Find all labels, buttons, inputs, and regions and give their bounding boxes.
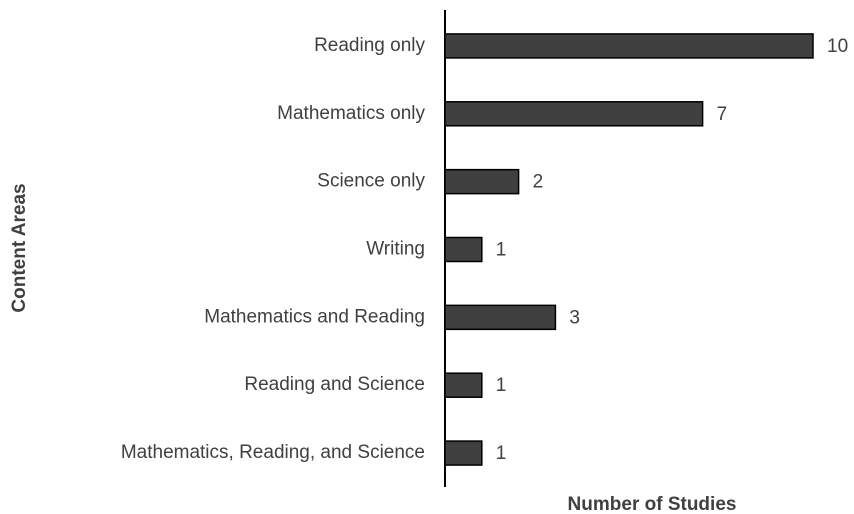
y-tick-label: Mathematics and Reading — [204, 306, 425, 327]
y-tick-label: Writing — [366, 239, 425, 260]
bar — [444, 168, 520, 195]
y-tick-label: Reading and Science — [244, 374, 425, 395]
y-axis-title: Content Areas — [9, 183, 30, 312]
data-label: 1 — [496, 375, 507, 396]
x-axis-title: Number of Studies — [568, 494, 737, 514]
y-tick-label: Science only — [317, 171, 425, 192]
data-label: 1 — [496, 240, 507, 261]
y-tick-label: Mathematics, Reading, and Science — [121, 442, 425, 463]
data-label: 3 — [569, 307, 580, 328]
y-tick-label: Reading only — [314, 35, 425, 56]
bar — [444, 440, 483, 466]
bar — [444, 372, 483, 398]
bar — [444, 304, 557, 331]
data-label: 1 — [496, 443, 507, 464]
bar — [444, 101, 704, 127]
data-label: 10 — [827, 36, 848, 57]
y-tick-label: Mathematics only — [277, 103, 425, 124]
bar — [444, 236, 483, 263]
data-label: 2 — [533, 172, 544, 193]
bar — [444, 33, 814, 59]
data-label: 7 — [717, 104, 728, 125]
